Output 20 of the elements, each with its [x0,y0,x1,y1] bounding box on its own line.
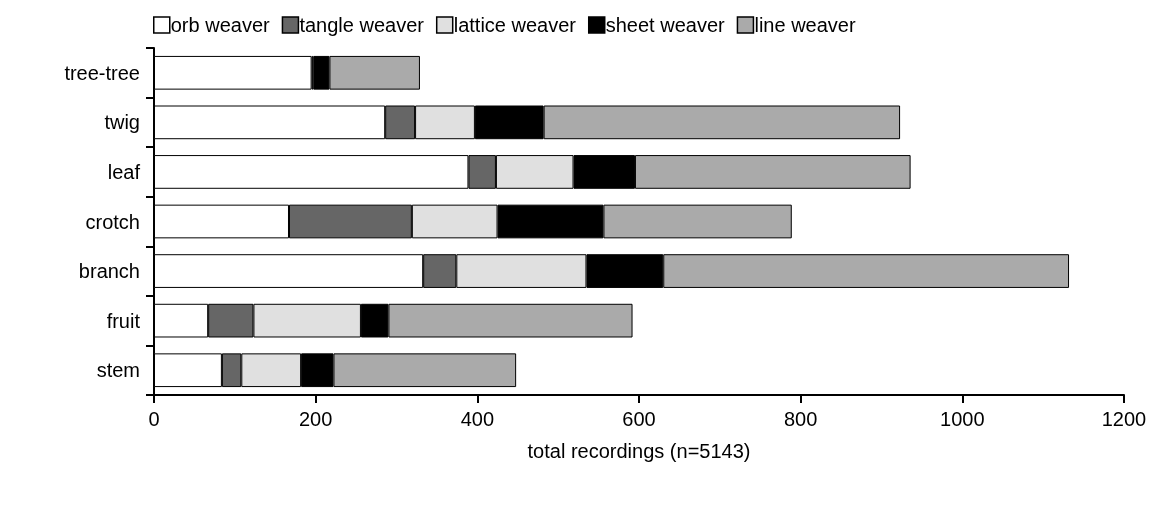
legend-label: line weaver [754,14,856,36]
y-tick-label: stem [96,359,140,382]
legend-label: lattice weaver [453,14,577,36]
y-tick-label: branch [78,260,140,283]
x-tick-label: 600 [622,408,656,430]
y-tick-label: leaf [107,160,141,183]
y-tick-label: twig [104,111,140,134]
x-tick-label: 1000 [940,408,985,430]
x-tick-label: 400 [460,408,495,430]
legend-label: tangle weaver [299,14,425,36]
x-axis-title: total recordings (n=5143) [527,440,751,462]
x-tick-label: 0 [148,408,160,430]
legend-label: orb weaver [170,14,271,36]
y-tick-label: tree-tree [64,61,140,84]
x-tick-label: 800 [783,408,818,430]
y-tick-label: fruit [106,309,141,332]
y-tick-label: crotch [85,210,140,233]
legend-label: sheet weaver [605,14,726,36]
x-tick-label: 200 [298,408,333,430]
x-tick-label: 1200 [1101,408,1147,430]
